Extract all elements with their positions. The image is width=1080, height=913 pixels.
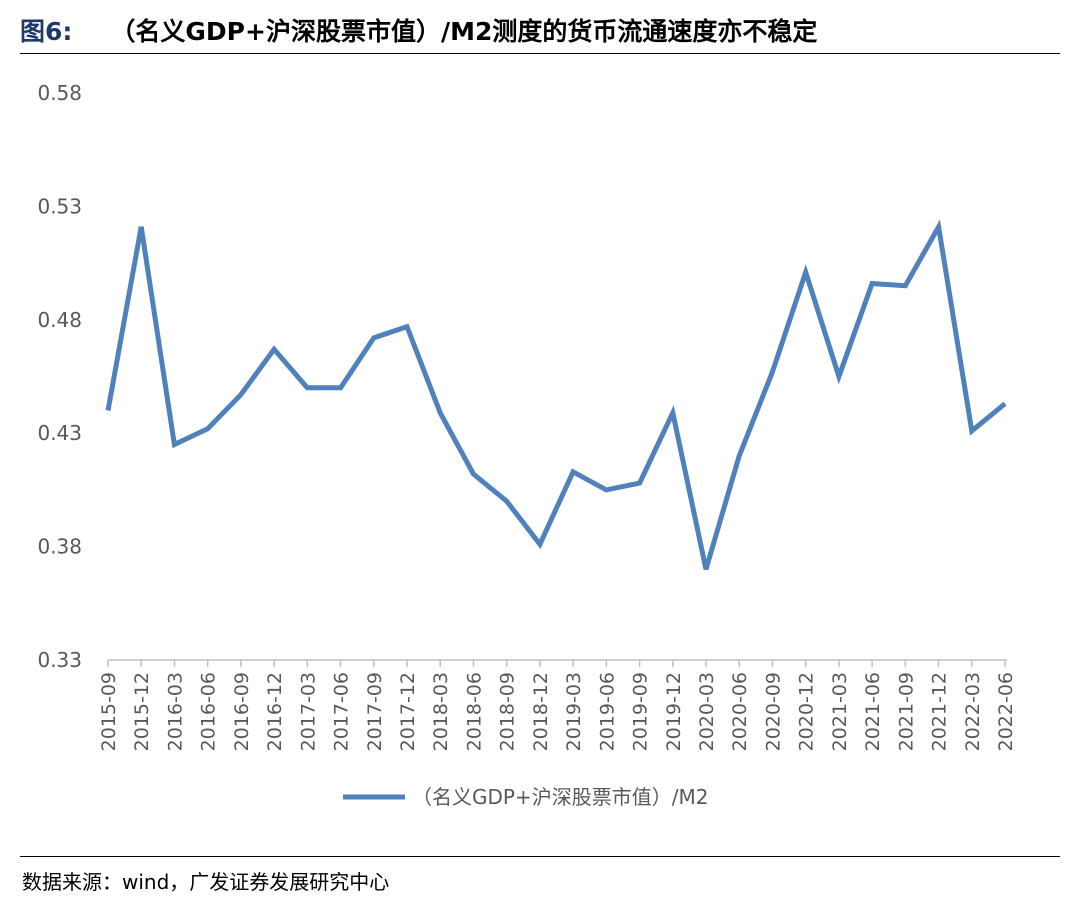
x-tick-label: 2021-06 [862,672,884,751]
x-tick-label: 2016-12 [264,672,286,751]
y-tick-label: 0.58 [37,81,82,105]
y-tick-label: 0.43 [37,421,82,445]
y-tick-label: 0.53 [37,194,82,218]
x-tick-label: 2017-06 [331,672,353,751]
x-tick-label: 2018-03 [430,672,452,751]
figure-header: 图6: （名义GDP+沪深股票市值）/M2测度的货币流通速度亦不稳定 [20,8,1060,52]
x-tick-label: 2017-12 [397,672,419,751]
x-tick-label: 2021-12 [929,672,951,751]
line-chart: 0.58 0.53 0.48 0.43 0.38 0.33 2015-09 2015-12 20… [37,81,1017,809]
figure-title: （名义GDP+沪深股票市值）/M2测度的货币流通速度亦不稳定 [110,17,818,46]
footer-rule [20,856,1060,857]
header-rule [20,53,1060,54]
x-tick-label: 2020-12 [796,672,818,751]
x-tick-label: 2021-03 [829,672,851,751]
x-tick-label: 2019-12 [663,672,685,751]
y-tick-label: 0.38 [37,535,82,559]
x-tick-label: 2015-09 [98,672,120,751]
x-tick-label: 2020-03 [696,672,718,751]
x-tick-label: 2021-09 [895,672,917,751]
x-tick-label: 2022-03 [962,672,984,751]
x-tick-label: 2020-09 [762,672,784,751]
source-note: 数据来源：wind，广发证券发展研究中心 [22,870,390,894]
x-tick-label: 2019-03 [563,672,585,751]
x-tick-label: 2016-09 [231,672,253,751]
x-tick-label: 2019-09 [630,672,652,751]
legend-label: （名义GDP+沪深股票市值）/M2 [412,785,708,809]
figure-number: 图6: [20,17,73,46]
x-tick-label: 2022-06 [995,672,1017,751]
y-tick-label: 0.33 [37,648,82,672]
x-tick-label: 2016-03 [164,672,186,751]
series-line [105,219,1007,571]
x-tick-label: 2020-06 [729,672,751,751]
x-tick-label: 2018-12 [530,672,552,751]
x-tick-label: 2015-12 [131,672,153,751]
x-tick-label: 2018-09 [497,672,519,751]
x-tick-label: 2017-09 [364,672,386,751]
x-tick-label: 2019-06 [596,672,618,751]
y-tick-label: 0.48 [37,308,82,332]
x-tick-label: 2018-06 [463,672,485,751]
x-tick-label: 2016-06 [198,672,220,751]
x-tick-label: 2017-03 [297,672,319,751]
